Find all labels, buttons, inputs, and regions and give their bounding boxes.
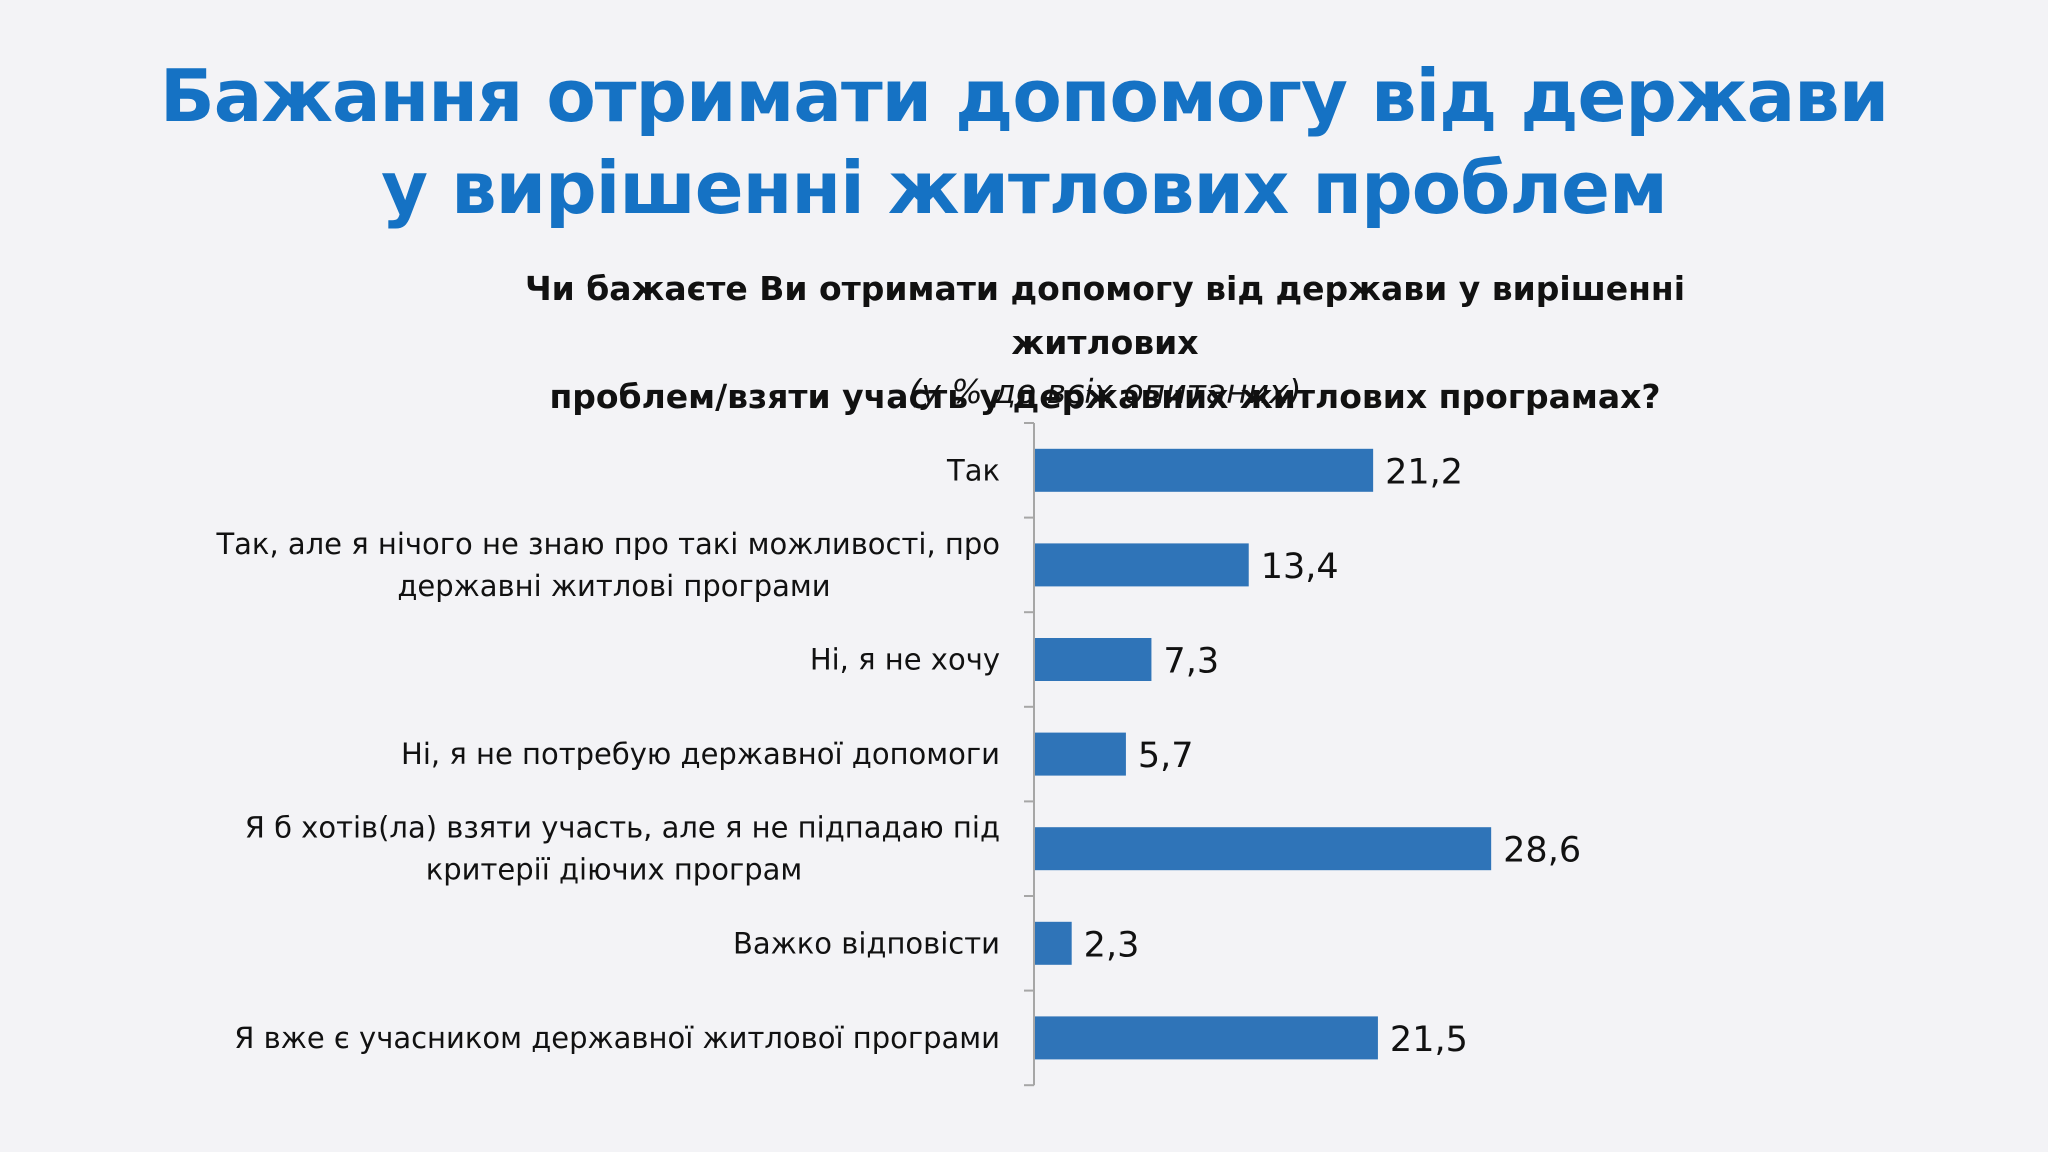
value-label: 5,7 bbox=[1138, 736, 1194, 776]
bar bbox=[1035, 827, 1492, 871]
category-label: Я б хотів(ла) взяти участь, але я не під… bbox=[245, 811, 1000, 845]
bar bbox=[1035, 1016, 1378, 1060]
bar bbox=[1035, 732, 1126, 776]
chart-subtitle: (у % до всіх опитаних) bbox=[908, 372, 1302, 411]
category-label: Так, але я нічого не знаю про такі можли… bbox=[215, 527, 1000, 561]
category-label: критерії діючих програм bbox=[426, 853, 803, 887]
bar bbox=[1035, 448, 1374, 492]
category-label: Я вже є учасником державної житлової про… bbox=[234, 1021, 1000, 1055]
value-label: 28,6 bbox=[1503, 831, 1581, 871]
value-label: 2,3 bbox=[1084, 925, 1140, 965]
chart-question-line-1: Чи бажаєте Ви отримати допомогу від держ… bbox=[524, 269, 1686, 362]
chart-axis bbox=[1024, 422, 1035, 1087]
category-label: Так bbox=[946, 453, 1000, 487]
value-label: 21,5 bbox=[1390, 1020, 1468, 1060]
value-label: 7,3 bbox=[1163, 642, 1219, 682]
value-label: 13,4 bbox=[1261, 547, 1339, 587]
category-label: державні житлові програми bbox=[397, 569, 830, 603]
chart-question: Чи бажаєте Ви отримати допомогу від держ… bbox=[430, 262, 1780, 424]
chart-category-labels: Так Так, але я нічого не знаю про такі мо… bbox=[215, 453, 1000, 1055]
chart-bars bbox=[1035, 448, 1492, 1060]
slide-title: Бажання отримати допомогу від держави у … bbox=[0, 50, 2048, 234]
value-label: 21,2 bbox=[1385, 452, 1463, 492]
chart-value-labels: 21,2 13,4 7,3 5,7 28,6 2,3 21,5 bbox=[1084, 452, 1581, 1060]
bar bbox=[1035, 543, 1249, 587]
category-label: Ні, я не хочу bbox=[810, 643, 1000, 677]
bar bbox=[1035, 921, 1072, 965]
category-label: Важко відповісти bbox=[733, 926, 1000, 960]
category-label: Ні, я не потребую державної допомоги bbox=[401, 737, 1000, 771]
bar bbox=[1035, 638, 1152, 681]
slide-title-line-2: у вирішенні житлових проблем bbox=[381, 146, 1668, 230]
slide-title-line-1: Бажання отримати допомогу від держави bbox=[159, 54, 1889, 138]
chart-question-line-2: проблем/взяти участь у державних житлови… bbox=[549, 377, 1661, 416]
